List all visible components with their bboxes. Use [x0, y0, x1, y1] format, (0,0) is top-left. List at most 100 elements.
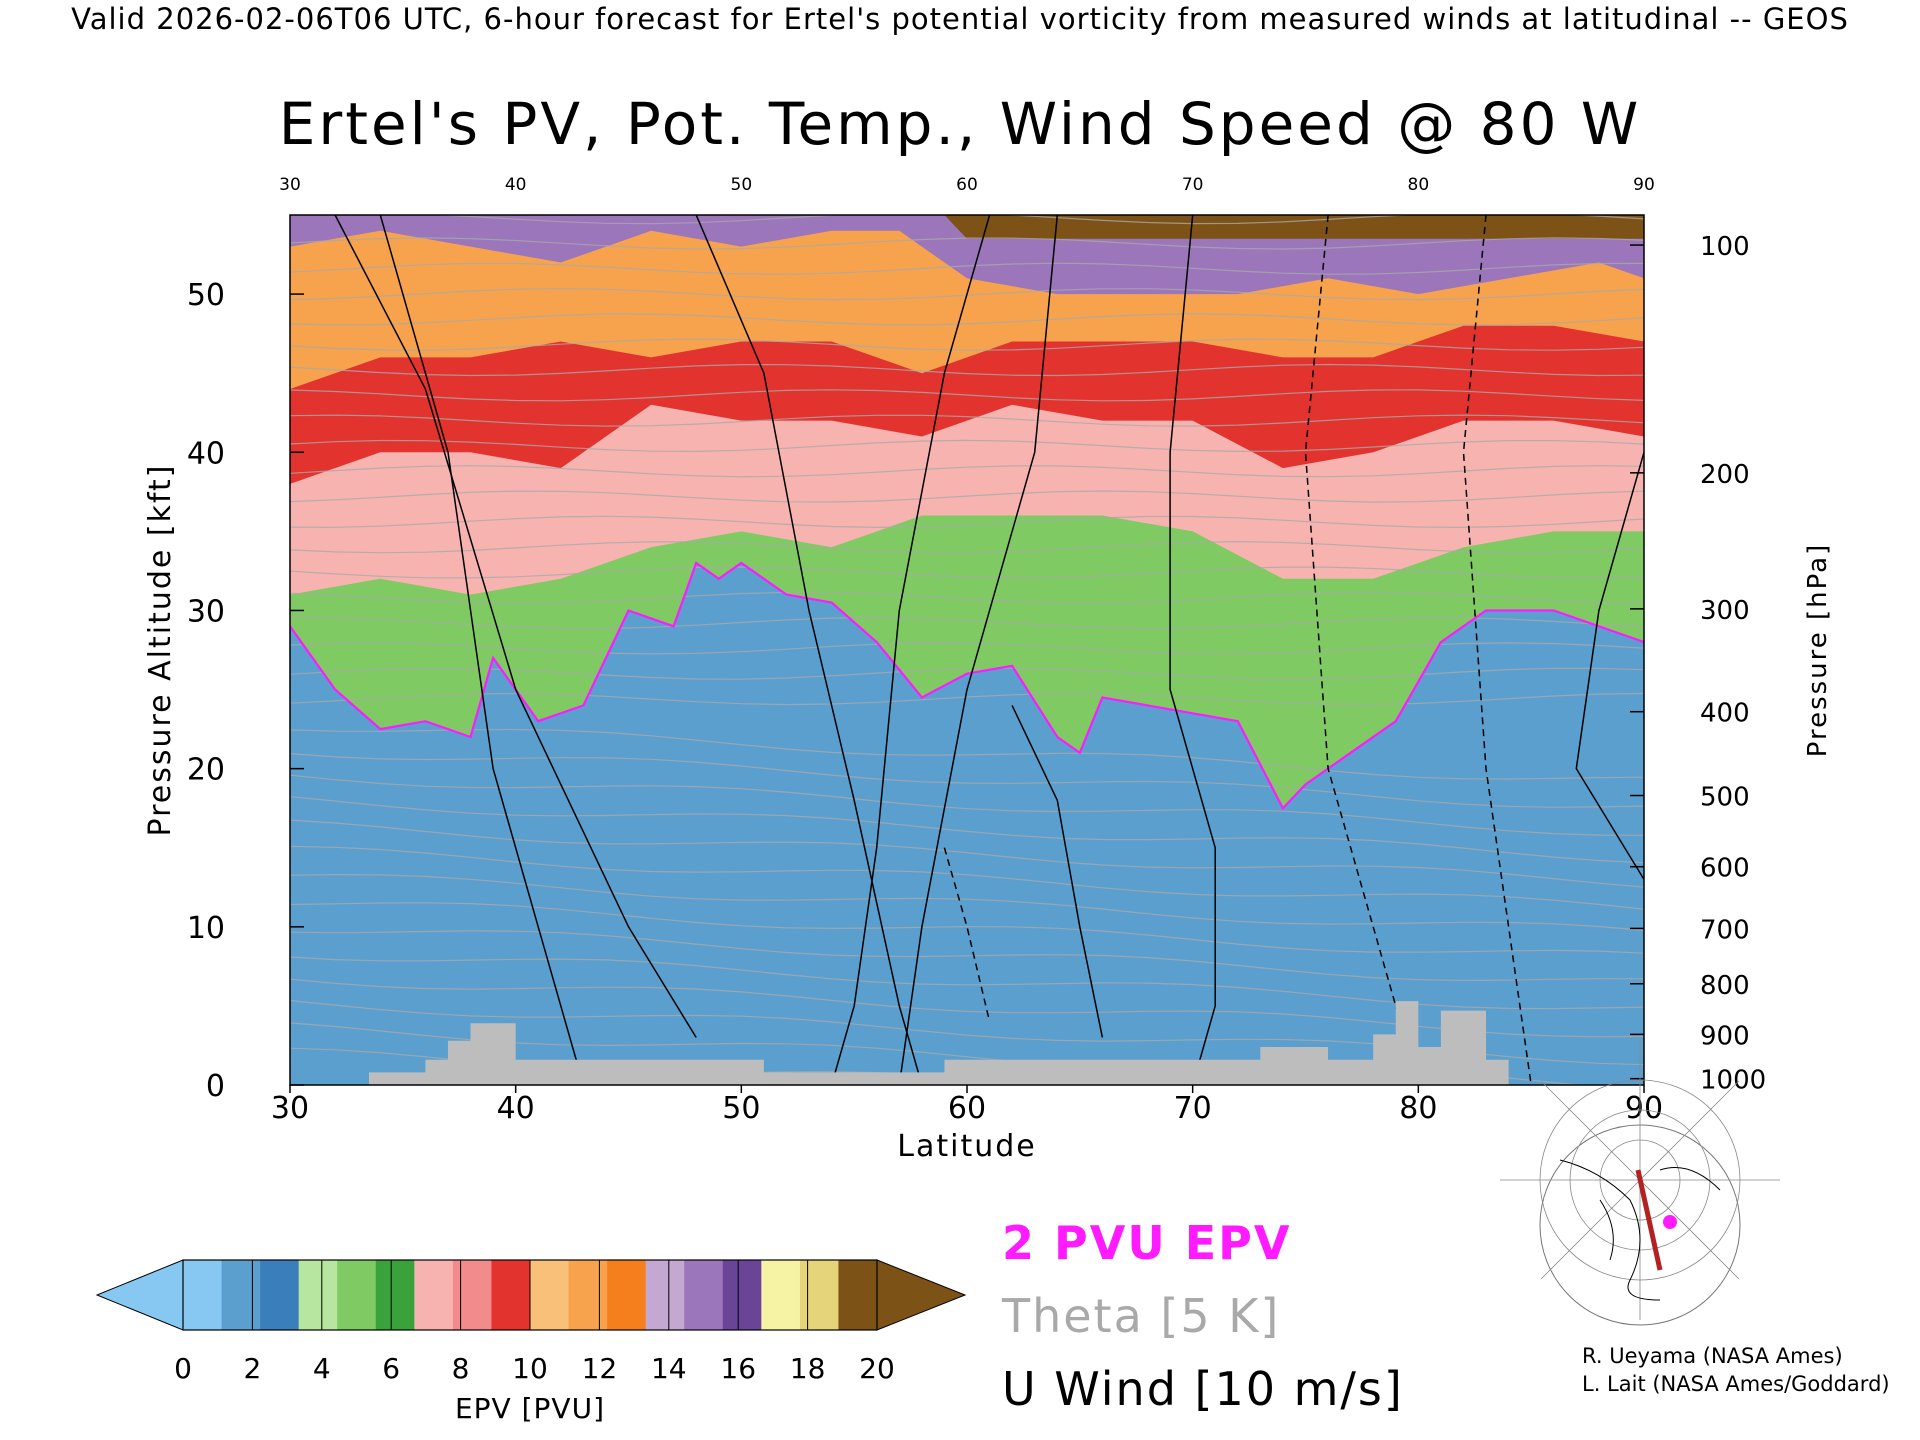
colorbar-label: EPV [PVU] [455, 1392, 605, 1425]
x-tick-label: 90 [1625, 1091, 1663, 1126]
x-tick-label: 70 [1174, 1091, 1212, 1126]
pressure-tick-label: 1000 [1700, 1066, 1766, 1096]
wind-contour-line [379, 215, 585, 1085]
x-tick-label: 30 [271, 1091, 309, 1126]
colorbar-low-arrow [95, 1259, 184, 1331]
theta-contour-line [290, 515, 1644, 529]
theta-contour-line [290, 363, 1644, 377]
map-coastline [1559, 1159, 1721, 1301]
colorbar-tick-label: 6 [382, 1352, 400, 1385]
map-meridian [1639, 1179, 1740, 1280]
map-meridian [1639, 1080, 1740, 1181]
colorbar-swatch [530, 1260, 570, 1330]
wind-contour-line [1575, 452, 1644, 880]
x-top-tick-label: 70 [1182, 175, 1204, 195]
theta-contour-line [290, 591, 1644, 604]
map-cross-section-line [1635, 1169, 1663, 1271]
theta-contour-line [290, 237, 1644, 250]
pressure-tick-label: 800 [1700, 971, 1750, 1001]
x-top-tick-label: 60 [956, 175, 978, 195]
colorbar-tick-label: 10 [512, 1352, 548, 1385]
theta-contour-line [290, 313, 1644, 326]
colorbar-tick-label: 2 [243, 1352, 261, 1385]
pressure-tick-label: 700 [1700, 915, 1750, 945]
pressure-tick-label: 100 [1700, 232, 1750, 262]
locator-map [1500, 1040, 1780, 1326]
y-axis-label-right: Pressure [hPa] [1803, 543, 1833, 758]
colorbar-swatch [607, 1260, 647, 1330]
map-meridian [1540, 1179, 1641, 1280]
wind-contours [334, 215, 1644, 1085]
legend-wind: U Wind [10 m/s] [1002, 1362, 1404, 1416]
colorbar-swatch [684, 1260, 724, 1330]
theta-contour-line [290, 616, 1644, 630]
theta-contour-line [290, 490, 1644, 503]
theta-contour-line [290, 540, 1644, 554]
x-tick-label: 40 [497, 1091, 535, 1126]
y-tick-label: 0 [206, 1069, 225, 1104]
colorbar-swatch [799, 1260, 839, 1330]
theta-contour-line [290, 692, 1644, 706]
colorbar-swatch [452, 1260, 492, 1330]
theta-contour-line [290, 774, 1644, 836]
colorbar-tick-label: 20 [859, 1352, 895, 1385]
x-axis-label: Latitude [897, 1129, 1036, 1164]
wind-contour-line [1462, 215, 1532, 1085]
chart-title: Ertel's PV, Pot. Temp., Wind Speed @ 80 … [278, 90, 1642, 158]
legend-pv: 2 PVU EPV [1002, 1216, 1292, 1270]
theta-contour-line [429, 215, 1644, 225]
terrain [368, 1001, 1509, 1085]
theta-contour-line [290, 930, 1644, 982]
colorbar-tick-label: 16 [720, 1352, 756, 1385]
y-tick-label: 30 [187, 594, 225, 629]
legend-theta: Theta [5 K] [1002, 1289, 1281, 1343]
pressure-tick-label: 600 [1700, 854, 1750, 884]
pressure-tick-label: 900 [1700, 1021, 1750, 1051]
x-tick-label: 50 [722, 1091, 760, 1126]
page-header: Valid 2026-02-06T06 UTC, 6-hour forecast… [71, 2, 1849, 36]
theta-contour-line [290, 902, 1644, 954]
theta-contour-line [290, 642, 1644, 655]
theta-contour-line [290, 414, 1644, 427]
theta-contour-line [290, 566, 1644, 579]
y-tick-label: 50 [187, 278, 225, 313]
map-meridian [1540, 1080, 1641, 1181]
wind-contour-line [1011, 705, 1104, 1038]
colorbar-swatch [491, 1260, 531, 1330]
theta-contour-line [290, 873, 1644, 931]
theta-contour-line [290, 796, 1644, 864]
colorbar-swatch [414, 1260, 454, 1330]
map-marker [1663, 1215, 1677, 1229]
wind-contour-line [830, 215, 991, 1085]
x-top-tick-label: 30 [279, 175, 301, 195]
y-axis-label-left: Pressure Altitude [kft] [143, 464, 178, 837]
theta-contour-line [290, 465, 1644, 478]
colorbar-tick-label: 8 [452, 1352, 470, 1385]
colorbar-swatch [722, 1260, 762, 1330]
wind-contour-line [1304, 215, 1420, 1085]
y-tick-label: 10 [187, 911, 225, 946]
theta-contour-line [290, 845, 1644, 910]
wind-contour-line [943, 847, 991, 1022]
plot-area [290, 215, 1644, 1085]
theta-contour-line [290, 262, 1644, 275]
colorbar: 0 2 4 6 8 10 12 14 16 18 20 EPV [PVU] [95, 1259, 967, 1425]
theta-contour-line [290, 667, 1644, 680]
pressure-tick-label: 500 [1700, 783, 1750, 813]
y-tick-label: 40 [187, 436, 225, 471]
wind-contour-line [334, 215, 697, 1038]
colorbar-high-arrow [876, 1259, 967, 1331]
colorbar-swatch [183, 1260, 223, 1330]
colorbar-swatch [337, 1260, 377, 1330]
colorbar-swatch [568, 1260, 608, 1330]
pressure-tick-label: 300 [1700, 596, 1750, 626]
wind-contour-line [695, 215, 923, 1085]
pressure-tick-label: 400 [1700, 699, 1750, 729]
theta-contour-line [290, 819, 1644, 888]
theta-contour-line [290, 728, 1644, 780]
theta-contour-line [290, 753, 1644, 808]
x-tick-label: 60 [948, 1091, 986, 1126]
x-top-tick-label: 80 [1408, 175, 1430, 195]
colorbar-tick-label: 12 [582, 1352, 618, 1385]
